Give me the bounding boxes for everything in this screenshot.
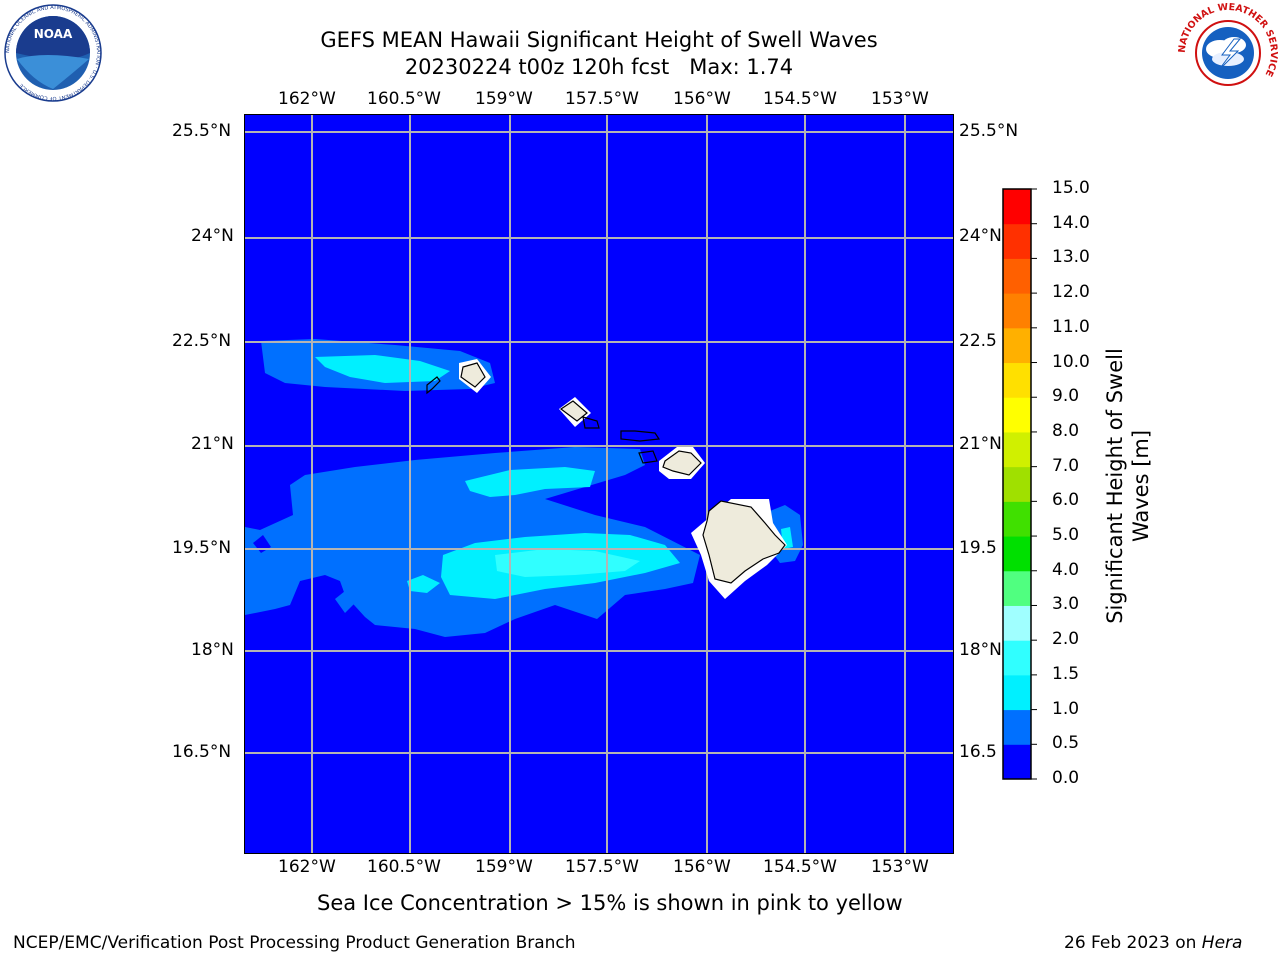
colorbar-tick-label: 0.5: [1052, 733, 1080, 754]
svg-text:NOAA: NOAA: [34, 27, 73, 41]
sea-ice-caption: Sea Ice Concentration > 15% is shown in …: [317, 891, 903, 915]
lon-label-top: 154.5°W: [763, 89, 837, 109]
colorbar-segment: [1003, 674, 1031, 711]
chart-title: GEFS MEAN Hawaii Significant Height of S…: [320, 28, 878, 52]
island-hawaii: [691, 499, 787, 599]
island-molokai: [620, 430, 661, 442]
lon-label-bottom: 159°W: [475, 857, 533, 877]
lon-label-bottom: 160.5°W: [367, 857, 441, 877]
colorbar-segment: [1003, 223, 1031, 259]
colorbar-segment: [1003, 605, 1031, 641]
footer-machine: Hera: [1201, 933, 1243, 953]
colorbar-segment: [1003, 362, 1031, 398]
lon-label-bottom: 154.5°W: [763, 857, 837, 877]
footer-date: 26 Feb 2023 on: [1064, 933, 1202, 953]
lon-label-bottom: 153°W: [871, 857, 929, 877]
colorbar-tick-label: 11.0: [1052, 316, 1090, 337]
colorbar-segment: [1003, 744, 1031, 780]
lon-label-top: 162°W: [278, 89, 336, 109]
colorbar-segment: [1003, 189, 1031, 225]
contour-1.0-1.5-mid: [465, 467, 595, 497]
lat-label-right: 25.5°N: [959, 121, 1019, 141]
lat-label-left: 18°N: [191, 640, 234, 660]
lat-label-left: 16.5°N: [172, 742, 232, 762]
footer-right: 26 Feb 2023 on Hera: [1064, 933, 1242, 953]
island-lanai: [638, 450, 658, 464]
lat-label-left: 21°N: [191, 434, 234, 454]
colorbar-tick-label: 1.0: [1052, 698, 1080, 719]
lon-label-top: 157.5°W: [565, 89, 639, 109]
colorbar-tick-label: 5.0: [1052, 525, 1080, 546]
lon-label-top: 159°W: [475, 89, 533, 109]
lon-label-top: 160.5°W: [367, 89, 441, 109]
colorbar-segment: [1003, 709, 1031, 745]
colorbar-segment: [1003, 466, 1031, 502]
colorbar-border: [1002, 188, 1032, 780]
lat-label-right: 21°N: [959, 434, 1002, 454]
contour-0.5-1.0-south: [245, 447, 700, 637]
colorbar-segment: [1003, 258, 1031, 294]
colorbar-segment: [1003, 293, 1031, 329]
island-kauai: [459, 359, 491, 393]
lon-label-top: 156°W: [673, 89, 731, 109]
colorbar-title-line2: Waves [m]: [1129, 429, 1153, 543]
noaa-logo: NOAA NATIONAL OCEANIC AND ATMOSPHERIC AD…: [3, 3, 103, 103]
colorbar-tick-label: 0.0: [1052, 768, 1080, 788]
colorbar-segment: [1003, 327, 1031, 364]
map-grid: [245, 115, 953, 853]
colorbar-tick-label: 2.0: [1052, 629, 1080, 650]
colorbar-segment: [1003, 397, 1031, 433]
island-oahu: [559, 397, 600, 429]
colorbar-tick-label: 12.0: [1052, 282, 1090, 303]
lat-label-right: 24°N: [959, 226, 1002, 246]
colorbar-tick-label: 13.0: [1052, 247, 1090, 268]
colorbar-tick-label: 1.5: [1052, 663, 1080, 684]
lat-label-right: 18°N: [959, 640, 1002, 660]
colorbar-tick-label: 7.0: [1052, 455, 1080, 476]
colorbar-tick-label: 9.0: [1052, 386, 1080, 407]
colorbar-segment: [1003, 431, 1031, 468]
lon-label-bottom: 162°W: [278, 857, 336, 877]
nws-logo: NATIONAL WEATHER SERVICE: [1177, 2, 1279, 103]
colorbar-tick-label: 10.0: [1052, 351, 1090, 372]
chart-subtitle: 20230224 t00z 120h fcst Max: 1.74: [404, 55, 794, 79]
swell-height-map: [245, 115, 953, 853]
colorbar-title: Significant Height of Swell Waves [m]: [1102, 348, 1154, 624]
colorbar-tick-label: 3.0: [1052, 594, 1080, 615]
colorbar-tick-label: 8.0: [1052, 420, 1080, 441]
island-maui: [659, 447, 705, 479]
lat-label-right: 16.5: [959, 742, 997, 762]
contour-1.5-2.0: [495, 549, 640, 577]
lat-label-left: 24°N: [191, 226, 234, 246]
contour-1.0-1.5-spot: [407, 575, 440, 593]
colorbar-segment: [1003, 536, 1031, 572]
colorbar-segment: [1003, 640, 1031, 676]
footer-left: NCEP/EMC/Verification Post Processing Pr…: [13, 933, 576, 953]
colorbar-tick-label: 15.0: [1052, 178, 1090, 198]
lon-label-bottom: 157.5°W: [565, 857, 639, 877]
contour-0-0.5-hole-2: [335, 591, 355, 613]
lat-label-right: 19.5: [959, 538, 997, 558]
colorbar-tick-label: 4.0: [1052, 559, 1080, 580]
lon-label-top: 153°W: [871, 89, 929, 109]
colorbar: [1002, 188, 1037, 780]
colorbar-segment: [1003, 570, 1031, 606]
colorbar-tick-label: 6.0: [1052, 490, 1080, 511]
lat-label-right: 22.5: [959, 331, 997, 351]
colorbar-segment: [1003, 501, 1031, 537]
lat-label-left: 22.5°N: [172, 331, 232, 351]
contour-1.0-1.5-north: [315, 355, 450, 383]
island-niihau: [426, 376, 441, 395]
colorbar-title-line1: Significant Height of Swell: [1103, 348, 1127, 624]
lon-label-bottom: 156°W: [673, 857, 731, 877]
map-panel: [244, 114, 954, 854]
lat-label-left: 25.5°N: [172, 121, 232, 141]
colorbar-tick-label: 14.0: [1052, 212, 1090, 233]
lat-label-left: 19.5°N: [172, 538, 232, 558]
